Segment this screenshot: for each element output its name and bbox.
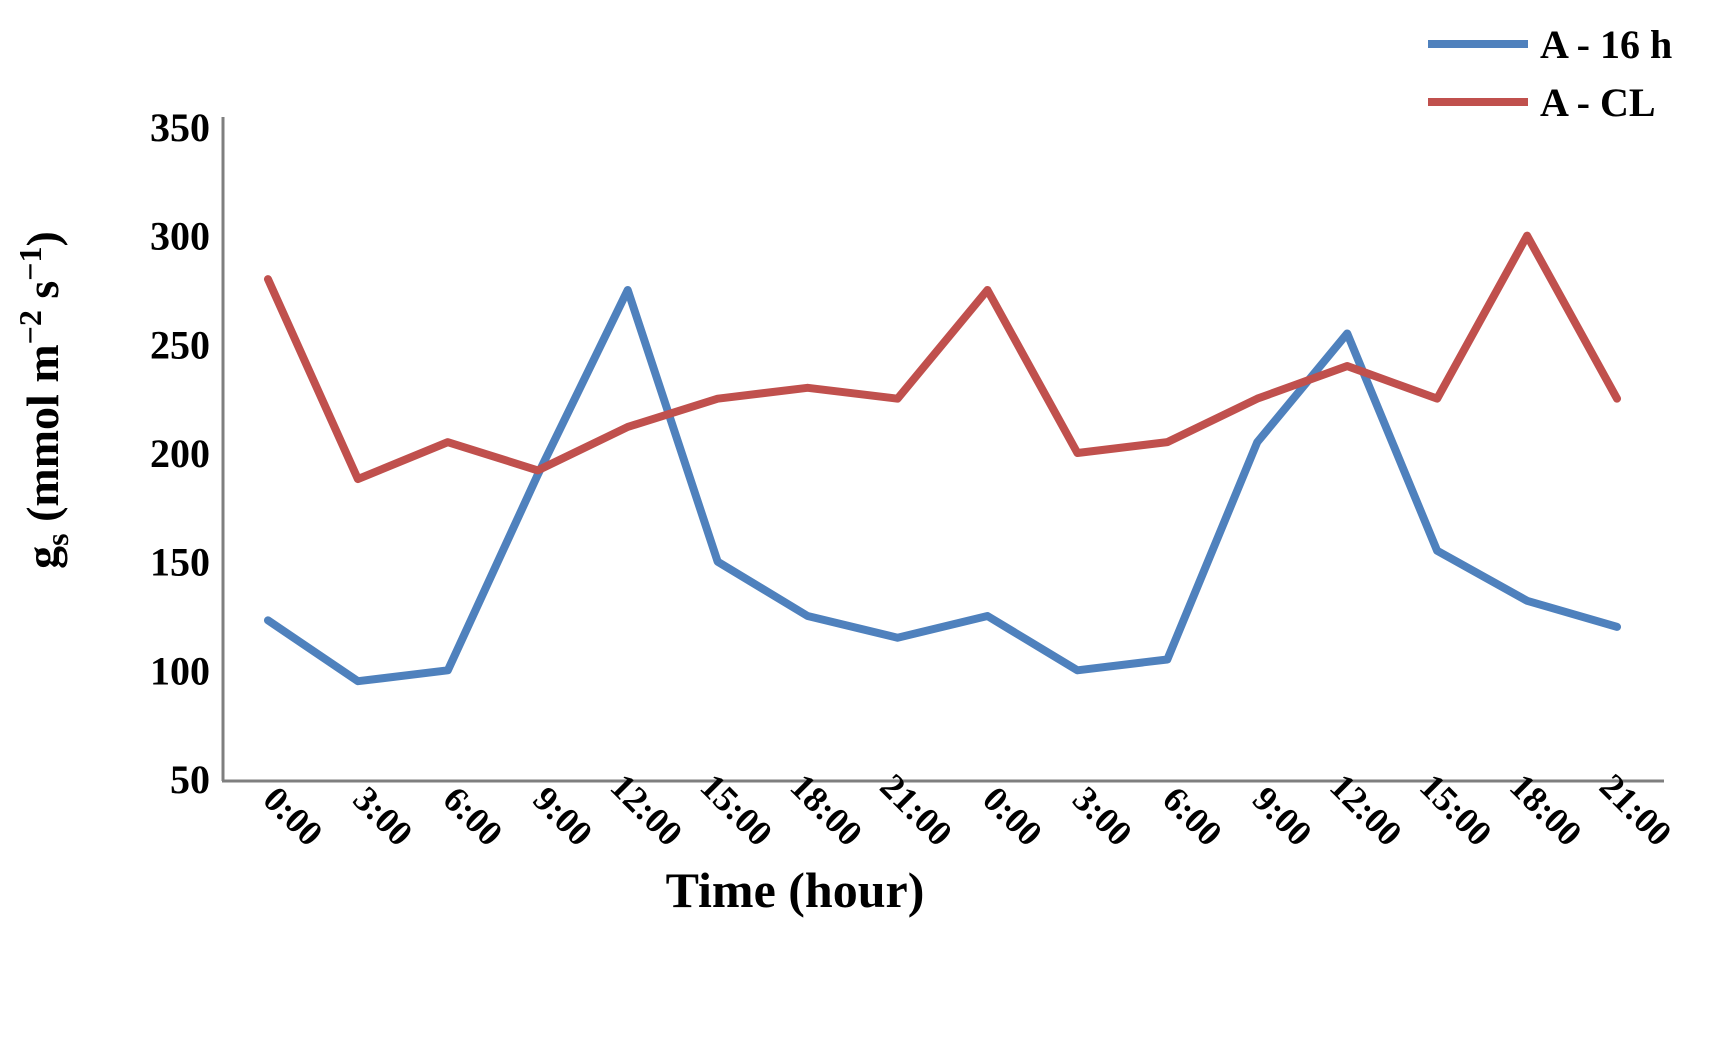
x-tick-label: 9:00 [1245, 779, 1320, 854]
y-title-sup1: −2 [12, 310, 48, 344]
y-tick-label: 100 [150, 648, 210, 693]
axes [221, 117, 1664, 783]
x-tick-label: 21:00 [872, 766, 960, 854]
x-tick-label: 15:00 [1412, 766, 1500, 854]
y-tick-label: 300 [150, 214, 210, 259]
x-tick-label: 15:00 [693, 766, 781, 854]
x-tick-label: 18:00 [1502, 766, 1590, 854]
y-axis-title: gs (mmol m−2 s−1) [12, 231, 75, 569]
y-tick-label: 150 [150, 540, 210, 585]
y-title-mid: (mmol m [17, 344, 68, 533]
legend: A - 16 h A - CL [1428, 22, 1672, 125]
x-tick-labels: 0:00 3:00 6:00 9:00 12:00 15:00 18:00 21:00 0:00… [256, 766, 1680, 854]
svg-text:gs (mmol m−2 s−1): gs (mmol m−2 s−1) [12, 231, 75, 569]
x-tick-label: 12:00 [603, 766, 691, 854]
x-tick-label: 3:00 [1065, 779, 1140, 854]
y-title-base: g [17, 546, 68, 569]
y-tick-label: 350 [150, 105, 210, 150]
y-tick-label: 200 [150, 431, 210, 476]
x-tick-label: 9:00 [525, 779, 600, 854]
legend-label-2: A - CL [1540, 80, 1656, 125]
x-tick-label: 0:00 [256, 779, 331, 854]
y-title-mid2: s [17, 281, 68, 310]
legend-label-1: A - 16 h [1540, 22, 1672, 67]
x-tick-label: 6:00 [1155, 779, 1230, 854]
y-title-sub: s [39, 533, 75, 545]
y-title-end: ) [17, 231, 68, 246]
x-tick-label: 21:00 [1592, 766, 1680, 854]
series-lines [263, 231, 1622, 686]
y-tick-label: 250 [150, 322, 210, 367]
x-tick-label: 6:00 [436, 779, 511, 854]
x-tick-label: 0:00 [975, 779, 1050, 854]
x-tick-label: 12:00 [1322, 766, 1410, 854]
x-tick-label: 3:00 [346, 779, 421, 854]
y-tick-labels: 350 300 250 200 150 100 50 [150, 105, 210, 802]
series-line-2 [263, 231, 1622, 484]
x-tick-label: 18:00 [783, 766, 871, 854]
y-title-sup2: −1 [12, 246, 48, 280]
x-axis-title: Time (hour) [666, 862, 925, 918]
series-line-1 [263, 286, 1622, 686]
y-tick-label: 50 [170, 757, 210, 802]
